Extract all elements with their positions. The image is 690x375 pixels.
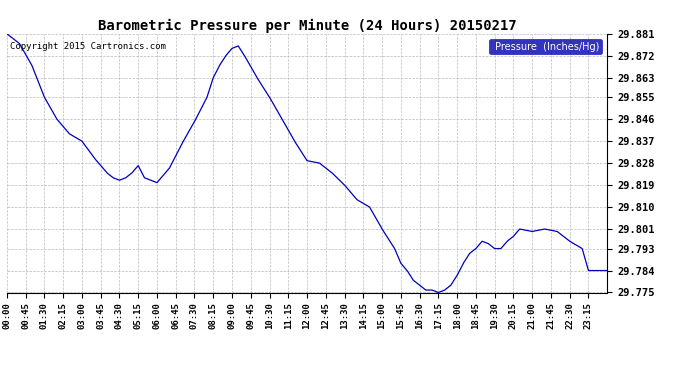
Text: Copyright 2015 Cartronics.com: Copyright 2015 Cartronics.com bbox=[10, 42, 166, 51]
Legend: Pressure  (Inches/Hg): Pressure (Inches/Hg) bbox=[489, 39, 602, 54]
Title: Barometric Pressure per Minute (24 Hours) 20150217: Barometric Pressure per Minute (24 Hours… bbox=[98, 18, 516, 33]
